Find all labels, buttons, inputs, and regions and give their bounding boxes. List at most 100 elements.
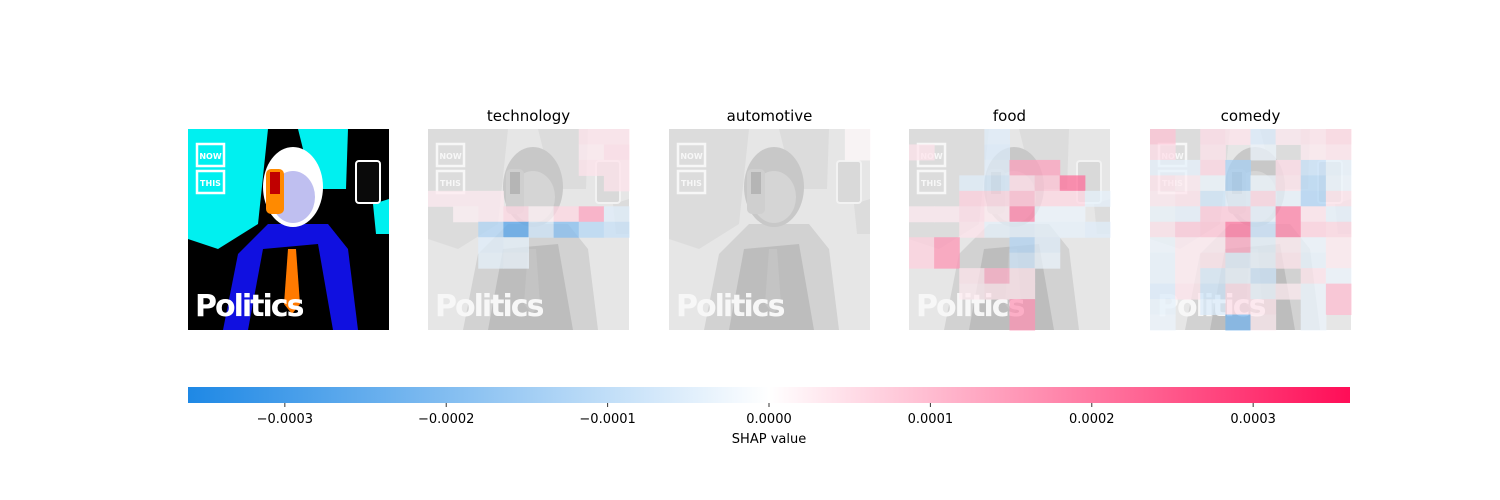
- shap-cell: [1225, 221, 1252, 238]
- explanation-panel-technology: NOW THIS Politics technology: [428, 107, 630, 330]
- shap-cell: [1009, 283, 1036, 300]
- shap-cell: [984, 283, 1011, 300]
- shap-cell: [1250, 175, 1277, 192]
- shap-cell: [1200, 206, 1226, 223]
- tie: [284, 249, 300, 314]
- shap-cell: [578, 221, 605, 238]
- explanation-panel-food: NOWTHISPoliticsfood: [909, 107, 1111, 331]
- colorbar-tick-label: 0.0003: [1230, 412, 1276, 427]
- shap-cell: [984, 175, 1011, 192]
- shap-cell: [1325, 159, 1352, 176]
- logo-this-text: THIS: [440, 179, 461, 188]
- logo-now-text: NOW: [439, 152, 461, 161]
- background-device: [355, 160, 381, 204]
- shap-overlay: [909, 129, 1111, 331]
- shap-cell: [1150, 221, 1176, 238]
- shap-cell: [478, 252, 504, 269]
- shap-cell: [1009, 175, 1036, 192]
- shap-cell: [1034, 252, 1061, 269]
- shap-cell: [1009, 252, 1036, 269]
- shap-cell: [1275, 175, 1302, 192]
- wall-region: [373, 199, 389, 234]
- shap-cell: [1150, 144, 1176, 161]
- shap-cell: [1225, 283, 1252, 300]
- shap-cell: [1175, 190, 1201, 207]
- shap-cell: [1150, 314, 1176, 331]
- background-device: [836, 160, 862, 204]
- shap-cell: [478, 206, 504, 223]
- shap-cell: [1009, 299, 1036, 316]
- shap-cell: [1325, 129, 1352, 145]
- shap-cell: [1325, 237, 1352, 254]
- shap-cell: [1300, 314, 1327, 331]
- shap-cell: [1275, 206, 1302, 223]
- shap-cell: [1150, 190, 1176, 207]
- shap-cell: [984, 268, 1011, 285]
- shap-cell: [1250, 206, 1277, 223]
- shap-cell: [1225, 175, 1252, 192]
- shap-cell: [603, 129, 630, 145]
- shap-overlay: [1150, 129, 1352, 331]
- shap-cell: [1034, 206, 1061, 223]
- shap-cell: [1009, 237, 1036, 254]
- shap-cell: [503, 206, 530, 223]
- shap-cell: [553, 221, 580, 238]
- shap-cell: [1275, 252, 1302, 269]
- shap-cell: [1150, 268, 1176, 285]
- shap-cell: [603, 144, 630, 161]
- shap-cell: [1250, 190, 1277, 207]
- shap-cell: [1325, 252, 1352, 269]
- shap-cell: [909, 237, 935, 254]
- shap-cell: [1200, 221, 1226, 238]
- shap-cell: [1225, 190, 1252, 207]
- shap-cell: [1009, 221, 1036, 238]
- shap-cell: [1175, 237, 1201, 254]
- shap-cell: [1325, 221, 1352, 238]
- shap-cell: [1150, 252, 1176, 269]
- shap-cell: [1150, 129, 1176, 145]
- shap-cell: [984, 206, 1011, 223]
- panel-title: technology: [487, 107, 570, 125]
- shap-cell: [1175, 206, 1201, 223]
- shap-cell: [603, 206, 630, 223]
- shap-cell: [503, 252, 530, 269]
- shap-cell: [1150, 237, 1176, 254]
- logo-box: [435, 142, 466, 168]
- shap-cell: [453, 190, 479, 207]
- logo-now-text: NOW: [199, 152, 221, 161]
- shap-cell: [1200, 299, 1226, 316]
- colorbar: −0.0003 −0.0002 −0.0001 0.0000 0.0001 0.0002 0…: [188, 387, 1350, 447]
- shap-cell: [1325, 268, 1352, 285]
- logo-box: [676, 142, 707, 168]
- phone: [510, 172, 520, 194]
- shap-cell: [478, 190, 504, 207]
- shap-cell: [1275, 237, 1302, 254]
- shap-cell: [909, 206, 935, 223]
- shap-cell: [1009, 268, 1036, 285]
- panel-title: automotive: [727, 107, 813, 125]
- shap-cell: [1300, 237, 1327, 254]
- original-image-panel: NOW THIS Politics: [188, 129, 389, 330]
- shap-cell: [1009, 159, 1036, 176]
- colorbar-tick-label: 0.0002: [1069, 412, 1115, 427]
- shap-cell: [453, 206, 479, 223]
- shap-cell: [959, 190, 985, 207]
- shap-cell: [959, 206, 985, 223]
- shap-cell: [1200, 190, 1226, 207]
- shap-cell: [578, 159, 605, 176]
- shap-overlay: [428, 129, 630, 269]
- shap-cell: [1325, 299, 1352, 316]
- shap-cell: [1059, 175, 1086, 192]
- colorbar-gradient: [188, 387, 1350, 403]
- colorbar-tick-label: −0.0002: [418, 412, 474, 427]
- explanation-panel-comedy: NOWTHISPoliticscomedy: [1150, 107, 1352, 331]
- colorbar-tick-label: −0.0003: [257, 412, 313, 427]
- shap-cell: [1225, 129, 1252, 145]
- shap-cell: [844, 129, 871, 145]
- shap-cell: [1200, 252, 1226, 269]
- shap-cell: [1250, 283, 1277, 300]
- politics-watermark: Politics: [435, 289, 544, 324]
- shap-cell: [984, 159, 1011, 176]
- shap-cell: [1175, 252, 1201, 269]
